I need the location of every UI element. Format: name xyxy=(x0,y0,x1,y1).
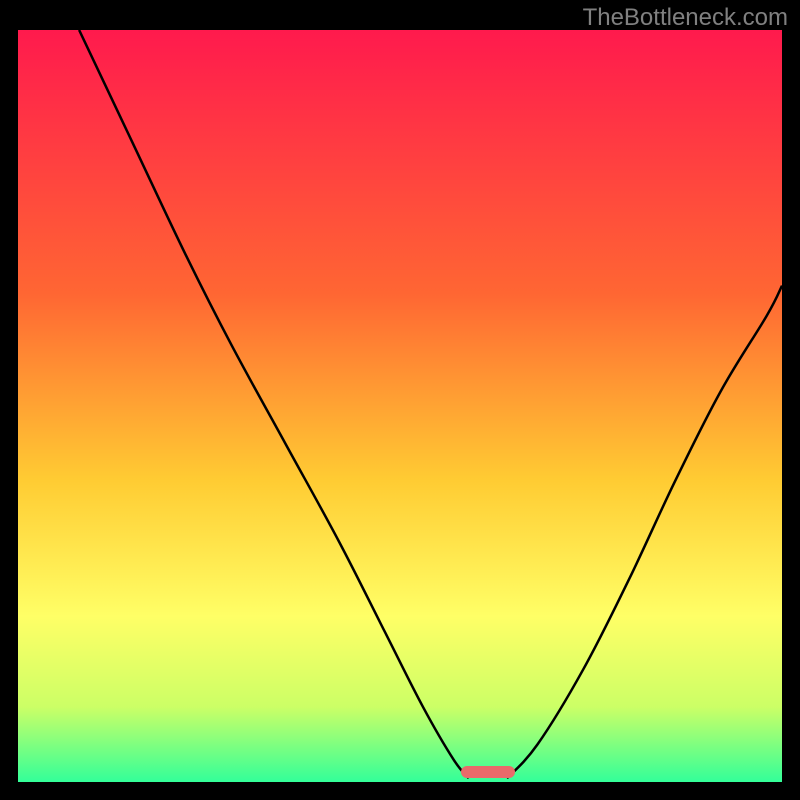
plot-area xyxy=(18,30,782,782)
curve-left-branch xyxy=(79,30,469,778)
bottleneck-marker xyxy=(461,766,514,778)
bottleneck-curve xyxy=(18,30,782,782)
curve-right-branch xyxy=(507,286,782,779)
chart-container: TheBottleneck.com xyxy=(0,0,800,800)
attribution-text: TheBottleneck.com xyxy=(583,4,788,32)
